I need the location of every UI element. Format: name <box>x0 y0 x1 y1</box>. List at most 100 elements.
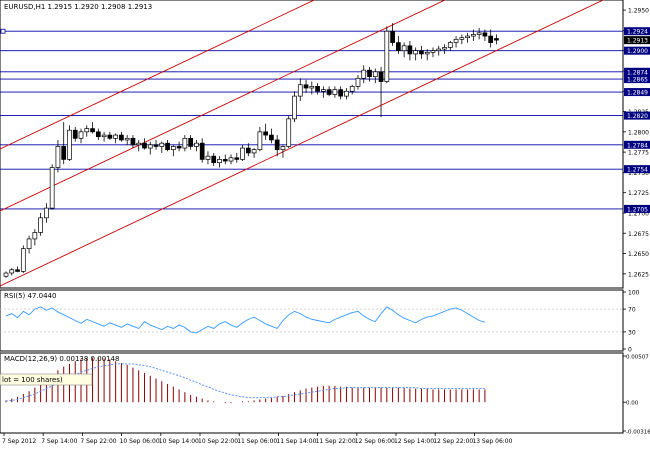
candle-body <box>78 131 84 139</box>
candle-body <box>494 38 499 41</box>
candle-body <box>205 155 211 160</box>
candle-body <box>488 35 494 43</box>
time-tick-label: 12 Sep 06:00 <box>355 438 395 445</box>
price-tick-label: 1.2950 <box>628 8 649 15</box>
candle-body <box>407 45 413 55</box>
level-anchor <box>0 28 6 34</box>
macd-panel[interactable]: 0.00507 0.00 -0.00316 MACD(12,26,9) 0.0013… <box>0 352 650 436</box>
rsi-label: RSI(5) 47.0440 <box>4 292 56 300</box>
candle-body <box>124 137 130 141</box>
time-tick-label: 11 Sep 22:00 <box>316 438 356 445</box>
rsi-axis: 100 70 30 0 <box>623 290 640 354</box>
candle-body <box>90 128 95 133</box>
candle-body <box>165 142 170 151</box>
current-price-tag-bg <box>624 36 650 45</box>
time-tick-label: 13 Sep 06:00 <box>472 438 512 445</box>
candle-body <box>263 131 268 136</box>
candle-body <box>378 71 384 82</box>
macd-tick-label: 0.00507 <box>626 355 649 361</box>
candle-body <box>234 157 240 160</box>
candle-body <box>222 159 228 162</box>
level-tag-bg <box>624 27 650 36</box>
level-tag-bg <box>624 204 650 213</box>
time-tick-label: 7 Sep 14:00 <box>41 438 77 445</box>
time-tick-label: 11 Sep 06:00 <box>237 438 277 445</box>
candle-body <box>130 137 136 146</box>
time-tick-label: 12 Sep 22:00 <box>433 438 473 445</box>
candle-body <box>170 146 176 151</box>
macd-tooltip-box <box>0 373 93 386</box>
candle-body <box>20 248 26 272</box>
candle-body <box>245 147 251 154</box>
candle-body <box>107 134 113 139</box>
time-tick-label: 7 Sep 2012 <box>2 438 36 445</box>
candle-body <box>67 129 72 160</box>
time-tick-label: 7 Sep 22:00 <box>80 438 116 445</box>
candle-body <box>61 146 67 160</box>
candle-body <box>211 155 217 164</box>
candle-body <box>447 42 453 48</box>
candle-body <box>384 30 390 82</box>
price-tick-label: 1.2750 <box>628 170 649 177</box>
candle-body <box>194 142 199 147</box>
candle-body <box>72 129 78 139</box>
level-tag-label: 1.2754 <box>627 167 648 174</box>
candle-body <box>315 86 320 92</box>
level-tag-bg <box>624 111 650 120</box>
candle-body <box>142 142 147 149</box>
level-tag-label: 1.2820 <box>627 113 648 120</box>
time-axis: 7 Sep 2012 7 Sep 14:00 7 Sep 22:00 10 Sep 0… <box>2 433 513 445</box>
candle-body <box>465 35 470 39</box>
candle-body <box>44 207 49 219</box>
price-tick-label: 1.2650 <box>628 251 649 258</box>
candle-body <box>3 272 9 277</box>
candle-body <box>280 146 286 151</box>
price-chart-panel[interactable]: 1.29501.29251.29001.28751.28501.28251.28… <box>0 0 650 289</box>
level-tag-label: 1.2705 <box>627 206 648 213</box>
candle-body <box>147 144 153 149</box>
candle-body <box>55 146 61 168</box>
rsi-line <box>5 306 486 334</box>
candle-body <box>15 269 20 272</box>
chart-title: EURUSD,H1 1.2915 1.2920 1.2908 1.2913 <box>4 3 152 11</box>
rsi-tick-label: 100 <box>628 290 640 297</box>
macd-tick-label: -0.00316 <box>626 430 650 436</box>
candle-body <box>95 131 101 138</box>
rsi-panel[interactable]: 100 70 30 0 RSI(5) 47.0440 <box>0 289 640 354</box>
time-tick-label: 10 Sep 22:00 <box>198 438 238 445</box>
current-price-tag-label: 1.2913 <box>627 38 648 45</box>
candle-body <box>240 147 245 160</box>
candle-body <box>372 71 378 78</box>
channel-line <box>0 0 605 287</box>
macd-label: MACD(12,26,9) 0.00138 0.00148 <box>4 355 120 363</box>
candle-body <box>303 84 309 89</box>
macd-tooltip: lot = 100 shares) <box>2 376 63 384</box>
level-tag-bg <box>624 67 650 76</box>
candle-body <box>396 42 401 52</box>
macd-tick-label: 0.00 <box>626 401 639 407</box>
candle-body <box>274 139 280 151</box>
level-tag-bg <box>624 140 650 149</box>
candle-body <box>257 131 263 151</box>
candle-body <box>101 134 107 138</box>
candle-body <box>182 137 188 149</box>
rsi-tick-label: 70 <box>628 307 636 314</box>
rsi-line-group <box>0 306 623 334</box>
macd-signal-line <box>5 363 485 402</box>
price-chart-frame <box>0 0 624 289</box>
price-tick-label: 1.2800 <box>628 129 649 136</box>
candle-body <box>38 217 43 233</box>
price-tick-label: 1.2725 <box>628 190 649 197</box>
level-tag-label: 1.2865 <box>627 77 648 84</box>
time-tick-label: 11 Sep 14:00 <box>276 438 316 445</box>
level-tag-label: 1.2849 <box>627 90 648 97</box>
level-tag-label: 1.2900 <box>627 48 648 55</box>
candle-body <box>344 90 349 97</box>
level-tag-label: 1.2784 <box>627 142 648 149</box>
candle-body <box>136 142 142 146</box>
candle-body <box>251 149 257 154</box>
candle-body <box>188 137 193 147</box>
